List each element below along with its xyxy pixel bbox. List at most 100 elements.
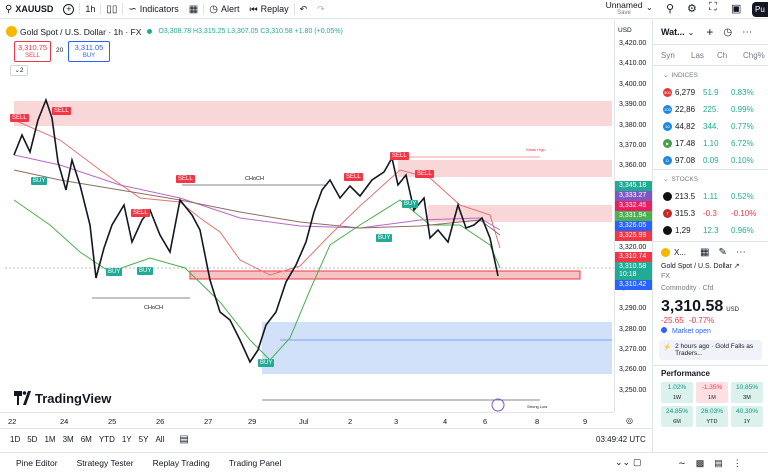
market-status: Market open	[671, 328, 711, 335]
snapshot-button[interactable]: ▣	[731, 2, 741, 15]
chart-pane[interactable]: SELL SELL BUY SELL SELL BUY BUY SELL SEL…	[0, 20, 652, 438]
chevron-down-icon[interactable]: ⌄	[687, 27, 695, 37]
section-stocks[interactable]: STOCKS	[671, 175, 699, 183]
external-link-icon[interactable]: ↗	[733, 263, 740, 270]
watchlist-title[interactable]: Wat...	[661, 27, 685, 37]
add-symbol-icon[interactable]: +	[706, 25, 714, 39]
indicators-button[interactable]: ∽ Indicators	[123, 0, 183, 19]
symbol-logo-icon: T	[663, 209, 672, 218]
strong-low-label: Strong Low	[527, 404, 548, 409]
range-button-5y[interactable]: 5Y	[138, 435, 149, 444]
symbol-logo-icon: 100	[663, 105, 672, 114]
currency-label[interactable]: USD	[618, 27, 632, 34]
edit-icon[interactable]: ✎	[718, 246, 727, 258]
signal-buy: BUY	[402, 200, 419, 208]
signal-buy: BUY	[258, 359, 275, 367]
current-zone	[189, 270, 581, 280]
gear-icon: ⚙	[687, 3, 697, 15]
watchlist-symbol: 17.48	[675, 139, 696, 148]
indicators-toggle[interactable]: ⌄2	[10, 65, 28, 76]
range-button-1d[interactable]: 1D	[10, 435, 21, 444]
watchlist-row[interactable]: 30 44,82 344. 0.77%	[653, 118, 768, 135]
watchlist-row[interactable]: T 315.3 -0.3 -0.10%	[653, 205, 768, 222]
alert-button[interactable]: ◷ Alert	[204, 0, 244, 19]
layout-name-button[interactable]: Unnamed Save	[604, 1, 644, 17]
publish-button[interactable]: Pu	[752, 2, 768, 17]
price-tick: 3,370.00	[619, 142, 647, 149]
templates-button[interactable]: ▦	[184, 0, 203, 19]
buy-button[interactable]: 3,311.05 BUY	[68, 41, 110, 62]
legend-title[interactable]: Gold Spot / U.S. Dollar · 1h · FX	[20, 26, 142, 37]
more-icon[interactable]: ⋯	[735, 246, 746, 258]
price-label: 3,326.05	[615, 221, 653, 231]
watchlist-row[interactable]: D 97.08 0.09 0.10%	[653, 152, 768, 169]
spread-value: 20	[56, 47, 64, 54]
compare-range-button[interactable]: ▤	[179, 434, 188, 445]
watchlist-symbol: 44,82	[675, 122, 696, 131]
collapse-panel-button[interactable]: ⌄⌄	[615, 457, 630, 468]
sell-button[interactable]: 3,310.75 SELL	[14, 41, 51, 62]
watchlist-row[interactable]: 1,29 12.3 0.96%	[653, 222, 768, 239]
detail-symbol[interactable]: X...	[674, 247, 687, 257]
chevron-down-icon[interactable]: ⌄	[663, 176, 669, 183]
right-sidebar-tab[interactable]: ∼ ▩ ▤ ⋮	[652, 455, 768, 472]
watchlist-chg-pct: 0.77%	[731, 122, 754, 131]
section-indices[interactable]: INDICES	[671, 71, 698, 79]
watchlist-last: 225.	[703, 105, 719, 114]
camera-icon: ▣	[731, 3, 742, 15]
tab-pine-editor[interactable]: Pine Editor	[16, 458, 58, 468]
more-icon: ⋮	[732, 458, 742, 468]
range-button-3m[interactable]: 3M	[62, 435, 74, 444]
column-last[interactable]: Las	[691, 50, 704, 60]
performance-period: YTD	[706, 419, 718, 425]
range-button-1y[interactable]: 1Y	[121, 435, 132, 444]
column-symbol[interactable]: Syn	[661, 50, 675, 60]
range-button-5d[interactable]: 5D	[27, 435, 38, 444]
time-axis[interactable]: 22 24 25 26 27 29 Jul 2 3 4 6 8 9 ◎	[0, 412, 633, 428]
watchlist-row[interactable]: 213.5 1.11 0.52%	[653, 188, 768, 205]
layout-grid-icon[interactable]: ▦	[700, 246, 710, 258]
price-label: 3,310.58	[615, 262, 653, 272]
symbol-search[interactable]: ⚲ XAUUSD	[0, 0, 58, 19]
column-change-pct[interactable]: Chg%	[743, 50, 765, 60]
settings-button[interactable]: ⚙	[687, 2, 697, 15]
interval-button[interactable]: 1h	[85, 4, 96, 14]
price-tick: 3,270.00	[619, 346, 647, 353]
watchlist-row[interactable]: 100 22,86 225. 0.99%	[653, 101, 768, 118]
sell-label: SELL	[25, 53, 40, 59]
maximize-panel-button[interactable]: ▢	[633, 457, 642, 468]
goto-date-button[interactable]: ◎	[626, 416, 633, 425]
add-symbol-button[interactable]: +	[58, 0, 79, 19]
watchlist-row[interactable]: 500 6,279 51.9 0.83%	[653, 84, 768, 101]
clock-time[interactable]: 03:49:42 UTC	[596, 435, 646, 444]
quick-search-button[interactable]: ⚲	[666, 2, 674, 15]
redo-button[interactable]: ↷	[312, 0, 330, 19]
watchlist-row[interactable]: ▶ 17.48 1.10 6.72%	[653, 135, 768, 152]
clock-icon[interactable]: ◷	[723, 26, 733, 38]
performance-value: -1.35%	[701, 384, 723, 391]
chart-canvas[interactable]	[0, 20, 652, 438]
news-card[interactable]: ⚡ 2 hours ago · Gold Falls as Traders...	[659, 340, 762, 360]
signal-sell: SELL	[176, 175, 195, 183]
column-change[interactable]: Ch	[717, 50, 728, 60]
layout-menu-button[interactable]: ⌄	[646, 3, 653, 12]
chart-type-button[interactable]: ▯▯	[101, 0, 122, 19]
replay-button[interactable]: ⏮ Replay	[245, 0, 294, 19]
watchlist-last: 1.11	[703, 192, 718, 201]
tab-trading-panel[interactable]: Trading Panel	[228, 458, 282, 468]
market-open-icon	[661, 327, 667, 333]
chevron-down-icon[interactable]: ⌄	[663, 72, 669, 79]
more-icon[interactable]: ⋯	[742, 26, 753, 38]
range-button-all[interactable]: All	[155, 435, 165, 444]
undo-button[interactable]: ↶	[295, 0, 313, 19]
price-scale[interactable]: USD 3,420.00 3,410.00 3,400.00 3,390.00 3,38…	[614, 20, 653, 412]
tab-replay-trading[interactable]: Replay Trading	[152, 458, 210, 468]
calendar-icon: ▩	[695, 458, 705, 468]
tab-strategy-tester[interactable]: Strategy Tester	[76, 458, 134, 468]
buy-label: BUY	[82, 53, 96, 59]
range-button-ytd[interactable]: YTD	[98, 435, 115, 444]
range-button-1m[interactable]: 1M	[44, 435, 56, 444]
fullscreen-button[interactable]: ⛶	[709, 1, 717, 14]
redo-icon: ↷	[317, 3, 325, 14]
range-button-6m[interactable]: 6M	[80, 435, 92, 444]
